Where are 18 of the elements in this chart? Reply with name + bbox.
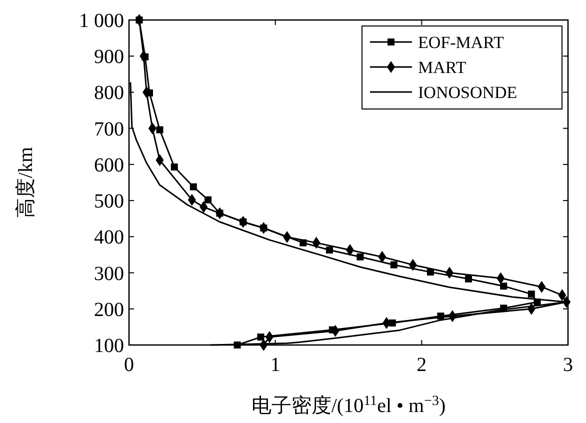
x-axis-title: 电子密度/(10$^{11}$el • m$^{−3}$) [251,394,446,417]
y-tick-label: 900 [94,46,124,68]
x-tick-label: 0 [124,354,134,376]
y-tick-label: 200 [94,298,124,321]
y-tick-label: 100 [94,335,124,357]
y-tick-label: 500 [94,190,124,213]
x-tick-label: 2 [416,354,427,376]
y-axis-title: 高度/km [14,146,37,218]
y-tick-label: 400 [94,226,124,249]
x-tick-label: 3 [563,354,573,376]
y-tick-label: 1 000 [79,10,124,32]
y-tick-label: 300 [94,262,124,285]
legend-label: EOF-MART [418,33,504,52]
y-tick-label: 600 [94,154,124,176]
y-tick-label: 700 [94,118,124,140]
x-tick-label: 1 [270,354,280,376]
legend-label: MART [418,58,467,77]
y-tick-label: 800 [94,82,124,104]
